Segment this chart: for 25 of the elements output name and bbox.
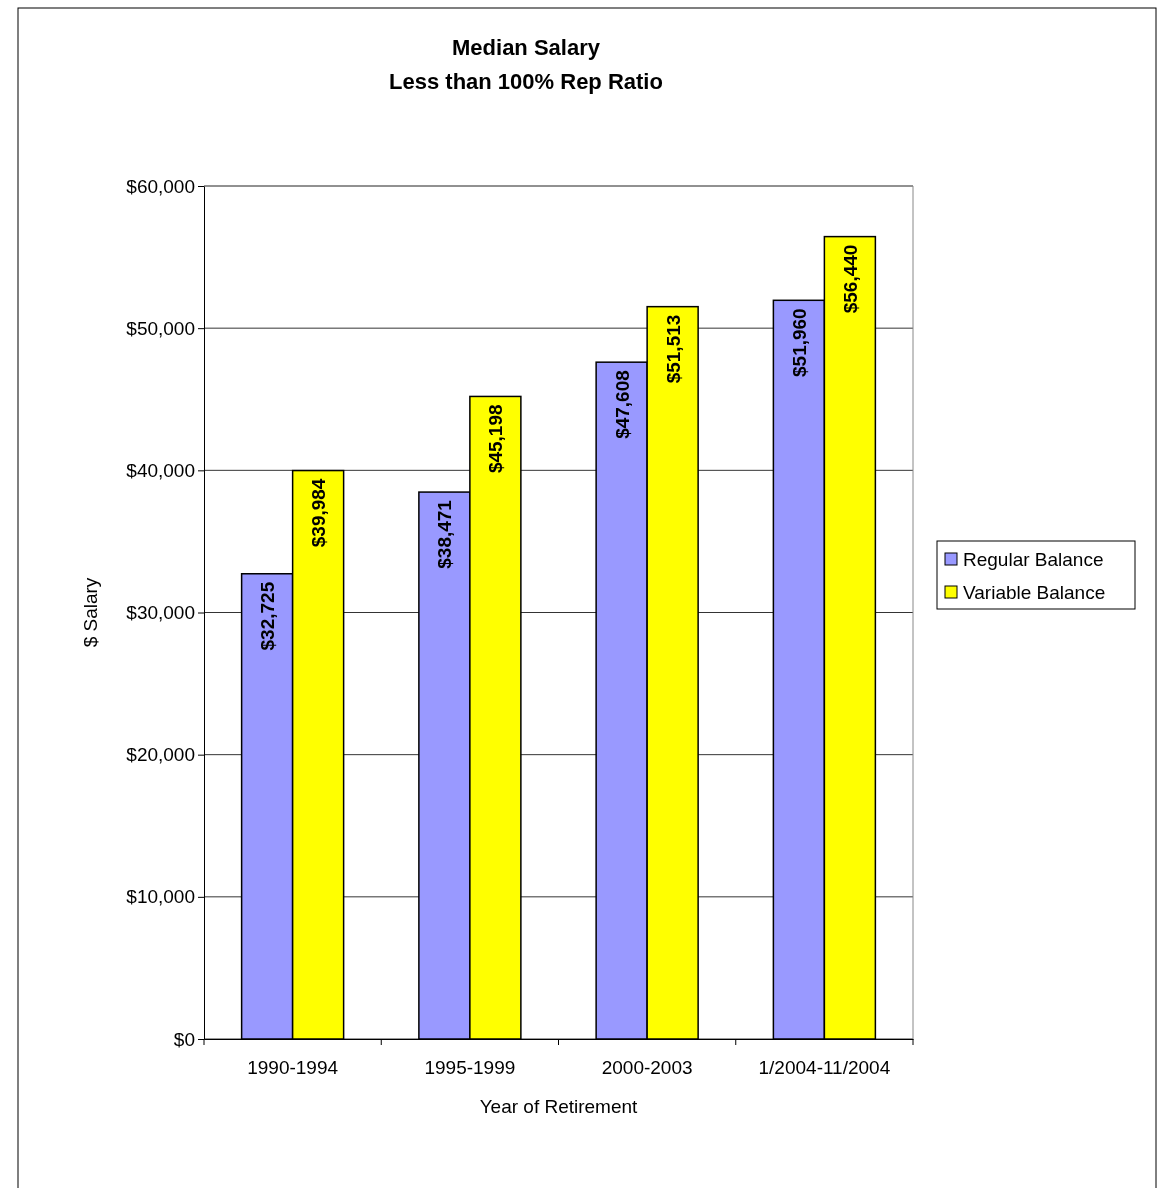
x-tick-label: 1995-1999 [424, 1057, 516, 1079]
y-tick-label: $0 [173, 1028, 195, 1050]
y-axis-title: $ Salary [80, 577, 101, 648]
y-tick-label: $10,000 [126, 886, 195, 908]
data-label: $38,471 [434, 499, 456, 569]
legend-label: Variable Balance [963, 582, 1106, 603]
y-tick-label: $40,000 [126, 459, 195, 481]
data-label: $45,198 [485, 404, 507, 474]
data-label: $56,440 [839, 244, 861, 314]
data-label: $39,984 [308, 478, 330, 548]
y-tick-label: $20,000 [126, 744, 195, 766]
x-tick-label: 1990-1994 [247, 1057, 339, 1079]
data-label: $32,725 [257, 581, 279, 651]
chart-subtitle: Less than 100% Rep Ratio [389, 69, 663, 94]
x-tick-label: 2000-2003 [601, 1057, 693, 1079]
chart-title: Median Salary [452, 35, 601, 60]
legend-label: Regular Balance [963, 549, 1104, 570]
data-label: $51,513 [662, 314, 684, 384]
data-label: $47,608 [611, 370, 633, 439]
y-tick-label: $50,000 [126, 317, 195, 339]
y-tick-label: $60,000 [126, 175, 195, 197]
x-axis-title: Year of Retirement [479, 1096, 639, 1117]
x-tick-label: 1/2004-11/2004 [758, 1057, 891, 1079]
y-tick-label: $30,000 [126, 602, 195, 624]
data-label: $51,960 [788, 308, 810, 377]
